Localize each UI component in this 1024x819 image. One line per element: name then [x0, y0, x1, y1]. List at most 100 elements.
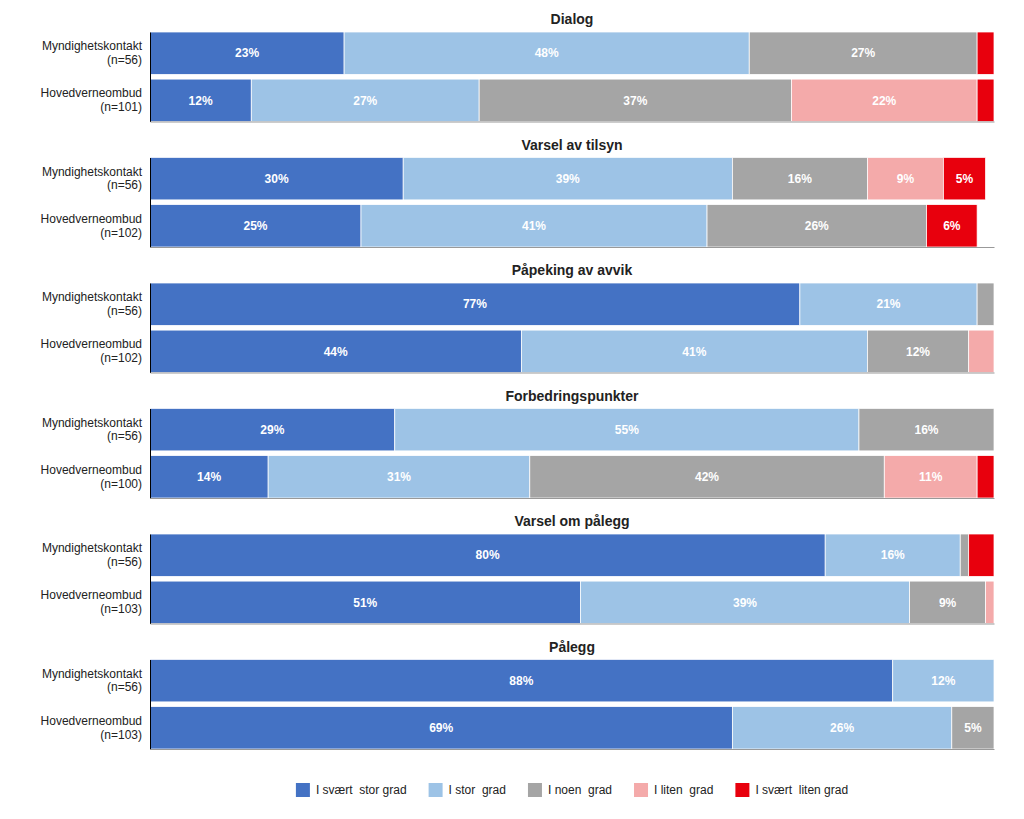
data-label: 51% — [353, 596, 377, 610]
bars — [150, 283, 994, 373]
bar-segment — [977, 456, 994, 498]
tick-label-line: (n=56) — [107, 680, 142, 694]
legend-swatch — [296, 783, 310, 797]
data-label: 69% — [429, 721, 453, 735]
bar-segment — [994, 707, 995, 749]
panel-title: Dialog — [551, 11, 594, 27]
bar-segment — [521, 330, 867, 372]
legend-swatch — [634, 783, 648, 797]
bar-segment — [344, 32, 749, 74]
tick: Hovedverneombud(n=102) — [41, 337, 150, 365]
data-label: 55% — [615, 423, 639, 437]
tick-label-line: Myndighetskontakt — [42, 667, 143, 681]
data-label: 14% — [197, 470, 221, 484]
data-label: 26% — [830, 721, 854, 735]
x-axis — [151, 749, 995, 750]
panel: Varsel av tilsyn30%25%39%41%16%26%9%5%6%… — [41, 137, 995, 248]
bars — [150, 409, 994, 499]
tick-label: Hovedverneombud(n=101) — [41, 86, 142, 114]
y-axis: Myndighetskontakt(n=56)Hovedverneombud(n… — [41, 660, 151, 750]
tick: Myndighetskontakt(n=56) — [42, 165, 150, 193]
data-label: 77% — [463, 297, 487, 311]
panel-title: Varsel av tilsyn — [521, 137, 622, 153]
bar-segment — [150, 707, 732, 749]
data-labels: 30%25%39%41%16%26%9%5%6% — [243, 172, 973, 233]
tick-label-line: (n=102) — [100, 226, 142, 240]
bar-segment — [943, 158, 985, 200]
tick-label: Myndighetskontakt(n=56) — [42, 541, 143, 569]
tick-label: Myndighetskontakt(n=56) — [42, 165, 143, 193]
bar-segment — [884, 456, 977, 498]
data-label: 30% — [265, 172, 289, 186]
data-label: 9% — [939, 596, 957, 610]
bar-segment — [403, 158, 732, 200]
data-label: 27% — [353, 94, 377, 108]
bar-segment — [994, 660, 995, 702]
bar-segment — [732, 158, 867, 200]
tick-label-line: Hovedverneombud — [41, 86, 142, 100]
bar-segment — [150, 283, 800, 325]
data-label: 5% — [956, 172, 974, 186]
bars — [150, 534, 994, 624]
legend-label: I svært liten grad — [755, 783, 848, 797]
x-axis — [151, 122, 995, 123]
bar-segment — [268, 456, 530, 498]
axis-line — [151, 247, 995, 248]
data-label: 44% — [324, 345, 348, 359]
data-label: 22% — [872, 94, 896, 108]
legend-item: I svært stor grad — [296, 783, 407, 797]
bar-segment — [749, 32, 977, 74]
tick: Myndighetskontakt(n=56) — [42, 416, 150, 444]
bar-segment — [910, 581, 986, 623]
axis-line — [151, 749, 995, 750]
panel-title: Påpeking av avvik — [512, 262, 633, 278]
bar-segment — [994, 330, 995, 372]
axis-line — [150, 660, 151, 750]
bar-segment — [994, 660, 995, 702]
tick-label-line: (n=101) — [100, 100, 142, 114]
data-labels: 29%14%55%31%16%42%11% — [197, 423, 943, 484]
axis-line — [150, 33, 151, 123]
tick: Myndighetskontakt(n=56) — [42, 541, 150, 569]
tick-label-line: Myndighetskontakt — [42, 39, 143, 53]
bars — [150, 660, 994, 750]
tick-label-line: Myndighetskontakt — [42, 541, 143, 555]
bar-segment — [994, 660, 995, 702]
legend-swatch — [528, 783, 542, 797]
bar-segment — [994, 409, 995, 451]
tick-label-line: Hovedverneombud — [41, 463, 142, 477]
bar-segment — [361, 205, 707, 247]
data-label: 37% — [623, 94, 647, 108]
data-label: 16% — [788, 172, 812, 186]
tick-label-line: (n=103) — [100, 602, 142, 616]
bar-segment — [867, 158, 943, 200]
axis-line — [150, 409, 151, 499]
tick-label: Hovedverneombud(n=102) — [41, 337, 142, 365]
tick-label-line: (n=56) — [107, 304, 142, 318]
x-axis — [151, 373, 995, 374]
legend-label: I noen grad — [548, 783, 612, 797]
data-label: 41% — [522, 219, 546, 233]
data-label: 21% — [876, 297, 900, 311]
bar-segment — [251, 79, 479, 121]
data-label: 48% — [535, 46, 559, 60]
bars — [150, 158, 986, 248]
bar-segment — [867, 330, 968, 372]
bar-segment — [994, 409, 995, 451]
tick-label-line: Hovedverneombud — [41, 588, 142, 602]
tick-label: Hovedverneombud(n=102) — [41, 212, 142, 240]
data-label: 29% — [260, 423, 284, 437]
data-label: 16% — [881, 548, 905, 562]
data-labels: 77%44%21%41%12% — [324, 297, 931, 358]
legend-label: I stor grad — [449, 783, 506, 797]
tick-label-line: (n=103) — [100, 728, 142, 742]
bar-segment — [150, 158, 403, 200]
data-label: 25% — [243, 219, 267, 233]
legend-item: I liten grad — [634, 783, 713, 797]
tick-label-line: (n=102) — [100, 351, 142, 365]
y-axis: Myndighetskontakt(n=56) Hovedverneombud(n… — [41, 158, 151, 248]
tick-label-line: Hovedverneombud — [41, 714, 142, 728]
tick: Myndighetskontakt(n=56) — [42, 667, 150, 695]
bar-segment — [479, 79, 791, 121]
bar-segment — [791, 79, 977, 121]
